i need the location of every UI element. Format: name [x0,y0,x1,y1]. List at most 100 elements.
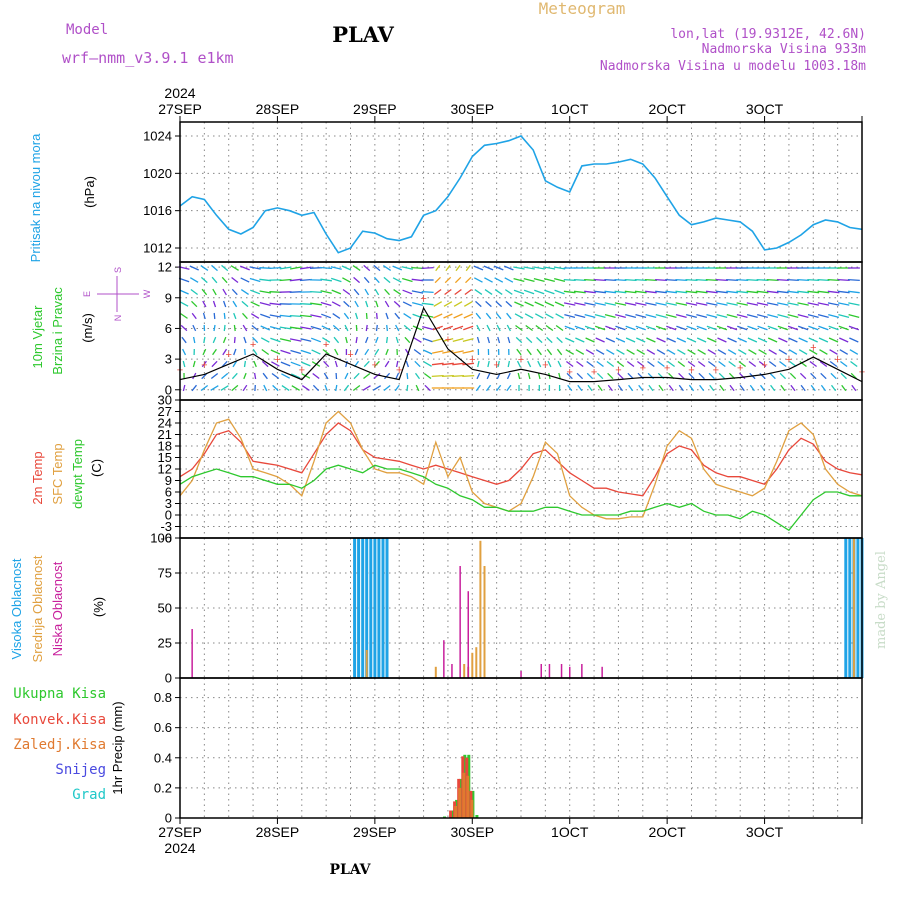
wind-arrow [330,266,342,270]
high-cloud-bar [369,538,373,678]
high-cloud-bar [844,538,848,678]
wind-arrow [646,349,656,355]
wind-arrow [533,266,546,270]
wind-arrow [406,384,409,392]
wind-arrow [506,384,512,392]
wind-arrow [354,312,359,320]
high-cloud-bar [848,538,852,678]
wind-arrow [411,278,424,282]
temp-unit: (C) [89,459,104,477]
wind-arrow [505,300,513,308]
wind-arrow [452,362,464,366]
wind-arrow [596,372,604,380]
wind-arrow [695,302,708,306]
low-cloud-bar [560,664,563,678]
wind-arrow [614,302,627,306]
wind-arrow [269,291,282,293]
wind-arrow [270,349,281,355]
wind-arrow [300,326,312,330]
wind-arrow [311,349,321,355]
wind-arrow [830,372,837,380]
wind-arrow [385,348,389,356]
wind-arrow [797,290,810,294]
wind-arrow [848,290,860,294]
y-tick-label: 0 [165,811,172,826]
wind-arrow [523,277,535,283]
wind-arrow [787,325,799,331]
wind-arrow [452,337,464,343]
wind-arrow [797,302,809,306]
wind-arrow [262,372,268,380]
wind-arrow [202,300,207,308]
wind-arrow [476,336,480,344]
wind-arrow [757,337,768,343]
wind-arrow [310,290,322,294]
wind-arrow [586,360,594,368]
wind-arrow [780,384,786,392]
wind-gust-mark: + [469,354,475,366]
wind-arrow [494,277,504,283]
wind-gust-mark: + [201,359,207,371]
wind-arrow [738,360,746,368]
wind-arrow [393,289,402,295]
wind-arrow [535,324,544,332]
wind-arrow [675,313,687,319]
wind-frame [179,261,863,401]
wind-gust-mark: + [664,362,670,374]
wind-arrow [707,337,717,343]
temp-label-3: dewpt Temp [70,439,85,509]
wind-arrow [797,325,809,331]
wind-arrow [365,312,368,320]
wind-arrow [178,277,190,283]
y-tick-label: 25 [158,636,172,651]
wind-arrow [182,384,186,392]
wind-arrow [767,337,778,343]
wind-arrow [573,278,586,282]
wind-arrow [726,325,738,331]
wind-arrow [423,361,432,367]
wind-arrow [251,324,259,332]
wind-gust-mark: + [299,364,305,376]
wind-arrow [191,384,198,392]
wind-arrow [807,290,820,294]
t2m-line [179,422,863,497]
wind-arrow [557,360,562,368]
wind-arrow [688,372,695,380]
wind-arrow [485,300,492,308]
wind-arrow [374,348,380,356]
compass-e: E [82,291,92,297]
wind-gust-mark: + [713,364,719,376]
wind-arrow [484,289,493,295]
wind-arrow [698,372,705,380]
wind-arrow [230,265,239,271]
wind-arrow [566,372,573,380]
wind-arrow [181,336,187,344]
low-cloud-bar [467,591,469,678]
wind-arrow [231,384,239,392]
wind-arrow [412,301,423,307]
x-tick-label-top: 27SEP [158,101,202,117]
wind-arrow [253,360,257,368]
wind-arrow [386,324,389,332]
wind-arrow [475,300,482,308]
wind-arrow [848,302,860,306]
wind-arrow [462,374,475,378]
wind-arrow [850,360,858,368]
wind-arrow [213,324,216,332]
x-tick-label-top: 1OCT [551,101,589,117]
wind-arrow [405,360,410,368]
y-tick-label: 12 [158,260,172,275]
wind-arrow [516,360,521,368]
wind-arrow [239,265,250,271]
wind-gust-mark: + [786,354,792,366]
wind-arrow [310,302,322,306]
wind-arrow [798,349,808,355]
wind-arrow [828,325,839,331]
wind-arrow [343,300,350,308]
high-cloud-bar [357,538,361,678]
y-tick-label: 1020 [143,166,172,181]
wind-arrow [342,277,351,283]
wind-arrow [192,324,197,332]
wind-arrow [666,325,677,331]
